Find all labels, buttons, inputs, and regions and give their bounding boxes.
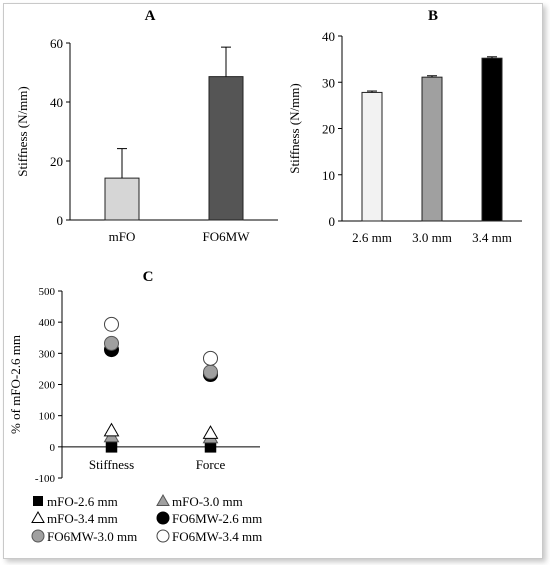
legend-label: mFO-2.6 mm (47, 494, 118, 509)
bar-A (208, 76, 244, 221)
y-tick-label-C: 500 (39, 286, 56, 298)
y-tick-label-B: 10 (322, 168, 335, 183)
y-tick-label-C: 400 (39, 317, 56, 329)
x-tick-label-A: mFO (109, 229, 136, 244)
y-tick-label-C: -100 (35, 473, 56, 485)
bar-B (481, 57, 503, 222)
legend-label: FO6MW-3.4 mm (172, 529, 262, 544)
y-tick-label-B: 20 (322, 122, 335, 137)
x-tick-label-B: 3.4 mm (472, 230, 512, 245)
data-point-FO6MW-3.0 mm (104, 335, 119, 351)
figure-frame (3, 3, 543, 559)
y-tick-label-A: 20 (50, 154, 63, 169)
chart-title-A: A (145, 8, 156, 24)
y-tick-label-B: 0 (329, 214, 336, 229)
legend-label: FO6MW-2.6 mm (172, 511, 262, 526)
bar-B (421, 76, 443, 222)
data-point-mFO-3.4 mm (202, 425, 219, 439)
y-tick-label-C: 0 (50, 442, 56, 454)
legend-marker (31, 510, 45, 523)
y-tick-label-B: 30 (322, 75, 335, 90)
legend-marker (156, 493, 170, 506)
data-point-FO6MW-3.4 mm (104, 316, 119, 332)
y-axis-label-C: % of mFO-2.6 mm (8, 335, 23, 434)
chart-title-B: B (428, 8, 438, 24)
y-tick-label-B: 40 (322, 29, 335, 44)
y-tick-label-A: 60 (50, 36, 63, 51)
y-tick-label-C: 300 (39, 348, 56, 360)
y-tick-label-A: 40 (50, 95, 63, 110)
x-tick-label-A: FO6MW (203, 229, 251, 244)
legend-marker (31, 529, 45, 543)
data-point-FO6MW-3.4 mm (203, 350, 218, 366)
data-point-FO6MW-3.0 mm (203, 364, 218, 380)
x-tick-label-B: 3.0 mm (412, 230, 452, 245)
legend-label: mFO-3.0 mm (172, 494, 243, 509)
legend-marker (156, 529, 170, 543)
legend-label: FO6MW-3.0 mm (47, 529, 137, 544)
x-tick-label-B: 2.6 mm (352, 230, 392, 245)
data-point-mFO-2.6 mm (105, 441, 118, 453)
x-tick-label-C: Stiffness (89, 457, 134, 472)
y-axis-label-B: Stiffness (N/mm) (287, 83, 302, 173)
data-point-mFO-3.4 mm (103, 422, 120, 437)
legend-marker (33, 496, 43, 506)
x-tick-label-C: Force (196, 457, 226, 472)
legend-marker (156, 511, 170, 525)
y-tick-label-C: 200 (39, 380, 56, 392)
y-tick-label-C: 100 (39, 411, 56, 423)
bar-B (361, 91, 383, 222)
legend-label: mFO-3.4 mm (47, 511, 118, 526)
bar-A (104, 177, 140, 221)
chart-title-C: C (143, 269, 154, 285)
y-tick-label-A: 0 (57, 213, 64, 228)
y-axis-label-A: Stiffness (N/mm) (15, 86, 30, 176)
